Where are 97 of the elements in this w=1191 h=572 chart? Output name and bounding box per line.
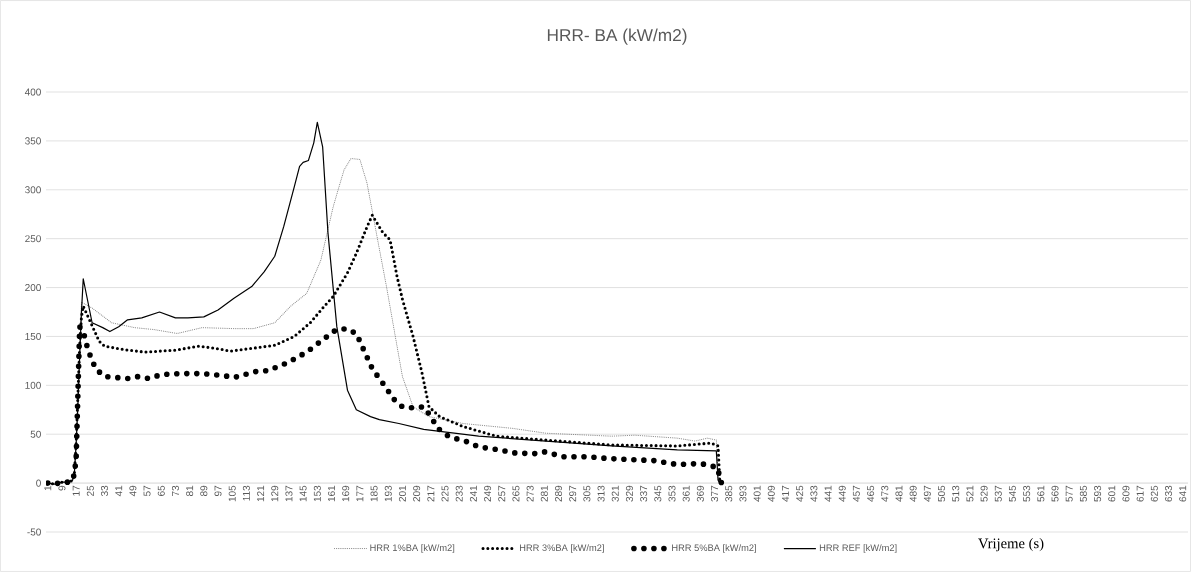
legend-label: HRR REF [kW/m2] bbox=[819, 544, 897, 553]
x-tick-label: 145 bbox=[299, 485, 307, 502]
x-tick-label: 633 bbox=[1164, 485, 1173, 502]
x-tick-label: 161 bbox=[327, 485, 336, 502]
x-tick-label: 273 bbox=[526, 485, 534, 502]
x-tick-label: 193 bbox=[384, 485, 392, 502]
x-axis-title: Vrijeme (s) bbox=[978, 538, 1044, 552]
x-tick-label: 537 bbox=[994, 485, 1002, 502]
x-tick-label: 97 bbox=[214, 485, 222, 496]
x-tick-label: 65 bbox=[157, 485, 165, 496]
x-tick-label: 377 bbox=[711, 485, 719, 502]
x-tick-label: 609 bbox=[1122, 485, 1130, 502]
legend-label: HRR 1%BA [kW/m2] bbox=[370, 544, 455, 553]
x-tick-label: 113 bbox=[242, 485, 250, 501]
x-tick-label: 417 bbox=[782, 485, 789, 502]
y-tick-label: 300 bbox=[25, 186, 41, 194]
y-tick-label: 400 bbox=[24, 88, 41, 96]
x-tick-label: 465 bbox=[867, 485, 875, 502]
x-tick-label: 225 bbox=[441, 485, 449, 502]
x-tick-label: 137 bbox=[285, 485, 293, 502]
x-tick-label: 505 bbox=[938, 485, 946, 502]
x-tick-label: 489 bbox=[909, 485, 917, 502]
x-tick-label: 105 bbox=[228, 485, 236, 502]
chart-title: HRR- BA (kW/m2) bbox=[547, 28, 687, 45]
x-tick-label: 281 bbox=[540, 485, 548, 502]
y-tick-label: 350 bbox=[25, 137, 41, 145]
x-tick-label: 257 bbox=[498, 485, 506, 502]
x-tick-label: 577 bbox=[1065, 485, 1073, 502]
x-tick-label: 617 bbox=[1136, 485, 1144, 502]
x-tick-label: 41 bbox=[115, 485, 123, 497]
x-tick-label: 545 bbox=[1008, 485, 1016, 502]
x-tick-label: 49 bbox=[129, 485, 137, 497]
x-tick-label: 409 bbox=[767, 485, 775, 502]
x-tick-label: 121 bbox=[257, 485, 265, 502]
y-tick-label: 100 bbox=[25, 381, 41, 389]
x-tick-label: 569 bbox=[1051, 485, 1059, 502]
x-tick-label: 593 bbox=[1094, 485, 1102, 502]
x-tick-label: 449 bbox=[838, 485, 846, 502]
x-tick-label: 89 bbox=[200, 485, 208, 497]
x-tick-label: 481 bbox=[895, 485, 903, 502]
x-tick-label: 393 bbox=[739, 485, 747, 502]
x-tick-label: 1 bbox=[44, 485, 52, 491]
x-tick-label: 433 bbox=[810, 485, 818, 502]
x-tick-label: 209 bbox=[413, 485, 421, 502]
x-tick-label: 361 bbox=[682, 485, 690, 502]
x-tick-label: 153 bbox=[313, 485, 321, 502]
x-tick-label: 425 bbox=[796, 485, 804, 502]
x-tick-label: 9 bbox=[58, 485, 66, 491]
x-tick-label: 321 bbox=[611, 485, 619, 502]
x-tick-label: 457 bbox=[852, 485, 860, 502]
x-tick-label: 57 bbox=[143, 485, 151, 497]
x-tick-label: 249 bbox=[484, 485, 492, 502]
x-tick-label: 369 bbox=[696, 485, 704, 502]
x-tick-label: 81 bbox=[186, 485, 194, 497]
x-tick-label: 329 bbox=[625, 485, 633, 502]
x-tick-label: 625 bbox=[1150, 485, 1158, 502]
x-tick-label: 185 bbox=[370, 485, 378, 502]
x-tick-label: 529 bbox=[980, 485, 988, 502]
x-tick-label: 641 bbox=[1179, 485, 1187, 502]
x-tick-label: 497 bbox=[923, 485, 931, 502]
x-tick-label: 289 bbox=[554, 485, 563, 502]
x-tick-label: 441 bbox=[824, 485, 832, 502]
y-tick-label: -50 bbox=[27, 528, 41, 536]
y-tick-label: 250 bbox=[25, 235, 41, 243]
x-tick-label: 169 bbox=[342, 485, 350, 502]
x-tick-label: 297 bbox=[569, 485, 577, 502]
x-tick-label: 337 bbox=[640, 485, 648, 502]
x-tick-label: 385 bbox=[725, 485, 733, 502]
y-tick-label: 0 bbox=[36, 479, 41, 487]
x-tick-label: 521 bbox=[966, 485, 974, 502]
x-tick-label: 305 bbox=[583, 485, 591, 502]
x-tick-label: 17 bbox=[72, 485, 80, 496]
x-tick-label: 177 bbox=[356, 485, 364, 502]
legend-label: HRR 5%BA [kW/m2] bbox=[672, 544, 756, 553]
y-tick-label: 50 bbox=[30, 430, 41, 438]
x-tick-label: 401 bbox=[753, 485, 761, 502]
x-tick-label: 201 bbox=[398, 485, 406, 502]
x-tick-label: 353 bbox=[668, 485, 676, 502]
x-tick-label: 217 bbox=[427, 485, 435, 502]
x-tick-label: 33 bbox=[100, 485, 109, 497]
x-tick-label: 553 bbox=[1023, 485, 1031, 502]
legend-label: HRR 3%BA [kW/m2] bbox=[520, 544, 604, 553]
y-tick-label: 150 bbox=[25, 332, 41, 340]
x-tick-label: 561 bbox=[1037, 485, 1045, 502]
x-tick-label: 265 bbox=[512, 485, 520, 502]
x-tick-label: 601 bbox=[1108, 485, 1116, 502]
x-tick-label: 345 bbox=[654, 485, 662, 502]
y-tick-label: 200 bbox=[25, 284, 41, 292]
x-tick-label: 233 bbox=[455, 485, 463, 502]
x-tick-label: 473 bbox=[881, 485, 889, 502]
x-tick-label: 241 bbox=[469, 485, 477, 502]
x-tick-label: 513 bbox=[952, 485, 960, 502]
x-tick-label: 313 bbox=[597, 485, 605, 502]
x-tick-label: 25 bbox=[86, 485, 94, 496]
x-tick-label: 73 bbox=[171, 485, 179, 496]
x-tick-label: 585 bbox=[1079, 485, 1087, 502]
x-tick-label: 129 bbox=[271, 485, 279, 502]
